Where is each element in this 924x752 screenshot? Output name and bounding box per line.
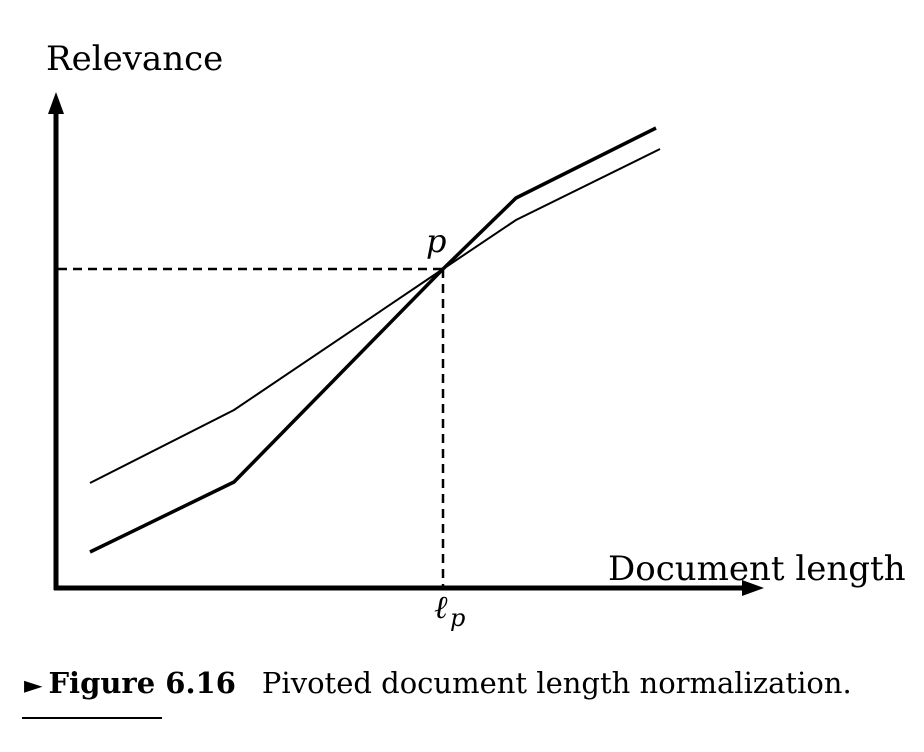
pivot-point-label: p — [426, 222, 446, 260]
y-axis-arrowhead — [48, 92, 64, 114]
pivot-length-subscript: p — [450, 604, 465, 632]
caption-text: Pivoted document length normalization. — [261, 666, 852, 700]
pivot-length-label: ℓ — [434, 588, 448, 626]
thin-relevance-curve — [89, 148, 661, 484]
x-axis-label: Document length — [608, 549, 906, 589]
caption-rule — [22, 717, 162, 719]
caption-figure-number: Figure 6.16 — [48, 666, 236, 700]
thick-relevance-curve — [89, 126, 657, 554]
x-axis-arrowhead — [742, 580, 764, 596]
y-axis-label: Relevance — [46, 39, 223, 79]
pivoted-normalization-diagram: Relevance Document length p ℓ p — [46, 39, 906, 632]
figure-caption: ► Figure 6.16 Pivoted document length norm… — [24, 666, 852, 700]
caption-marker-icon: ► — [24, 671, 43, 699]
